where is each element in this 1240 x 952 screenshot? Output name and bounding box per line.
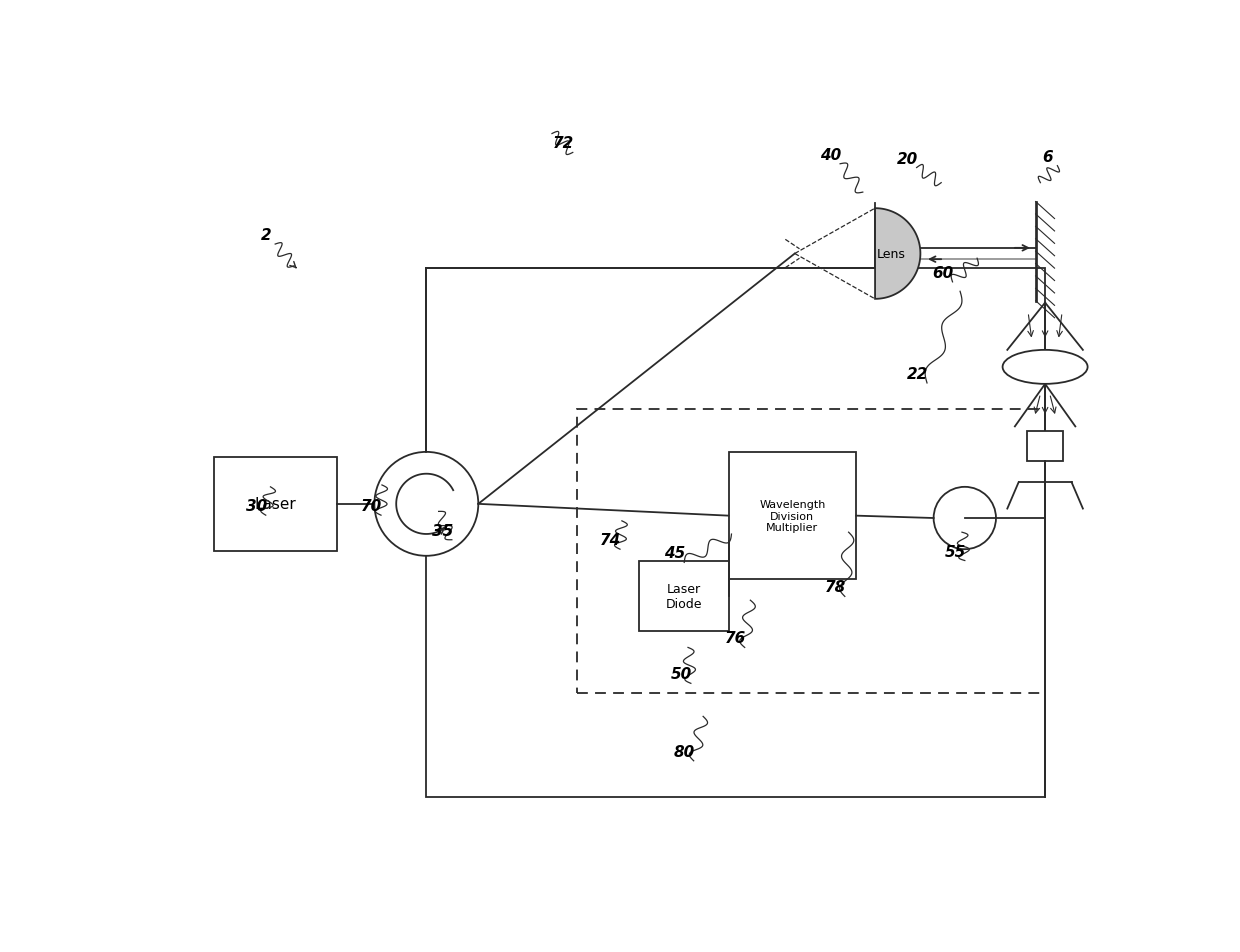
Bar	[213, 457, 336, 551]
Text: 70: 70	[361, 499, 382, 514]
Text: 30: 30	[246, 499, 267, 514]
Text: Lens: Lens	[877, 248, 905, 261]
Text: 50: 50	[671, 666, 692, 682]
Text: 60: 60	[932, 266, 954, 281]
Bar	[639, 561, 729, 632]
Text: 6: 6	[1043, 149, 1053, 165]
Bar	[729, 452, 856, 580]
Text: 45: 45	[665, 545, 686, 561]
Text: 80: 80	[673, 744, 694, 759]
Text: 72: 72	[553, 136, 574, 151]
Text: 55: 55	[945, 544, 966, 559]
Text: 20: 20	[897, 151, 918, 167]
Text: Laser
Diode: Laser Diode	[666, 583, 702, 610]
Text: Wavelength
Division
Multiplier: Wavelength Division Multiplier	[759, 500, 826, 533]
Text: Laser: Laser	[254, 497, 296, 512]
Text: 76: 76	[724, 631, 746, 645]
Bar	[427, 268, 1045, 797]
Circle shape	[374, 452, 479, 556]
Text: 2: 2	[260, 228, 272, 243]
Bar	[578, 410, 1045, 693]
Polygon shape	[875, 208, 920, 300]
Text: 35: 35	[432, 524, 453, 538]
Ellipse shape	[1003, 350, 1087, 385]
Text: 78: 78	[825, 580, 846, 595]
Circle shape	[934, 487, 996, 549]
Text: 74: 74	[600, 533, 621, 547]
Text: 22: 22	[906, 367, 929, 382]
Bar	[1027, 431, 1063, 462]
Text: 40: 40	[820, 148, 841, 163]
